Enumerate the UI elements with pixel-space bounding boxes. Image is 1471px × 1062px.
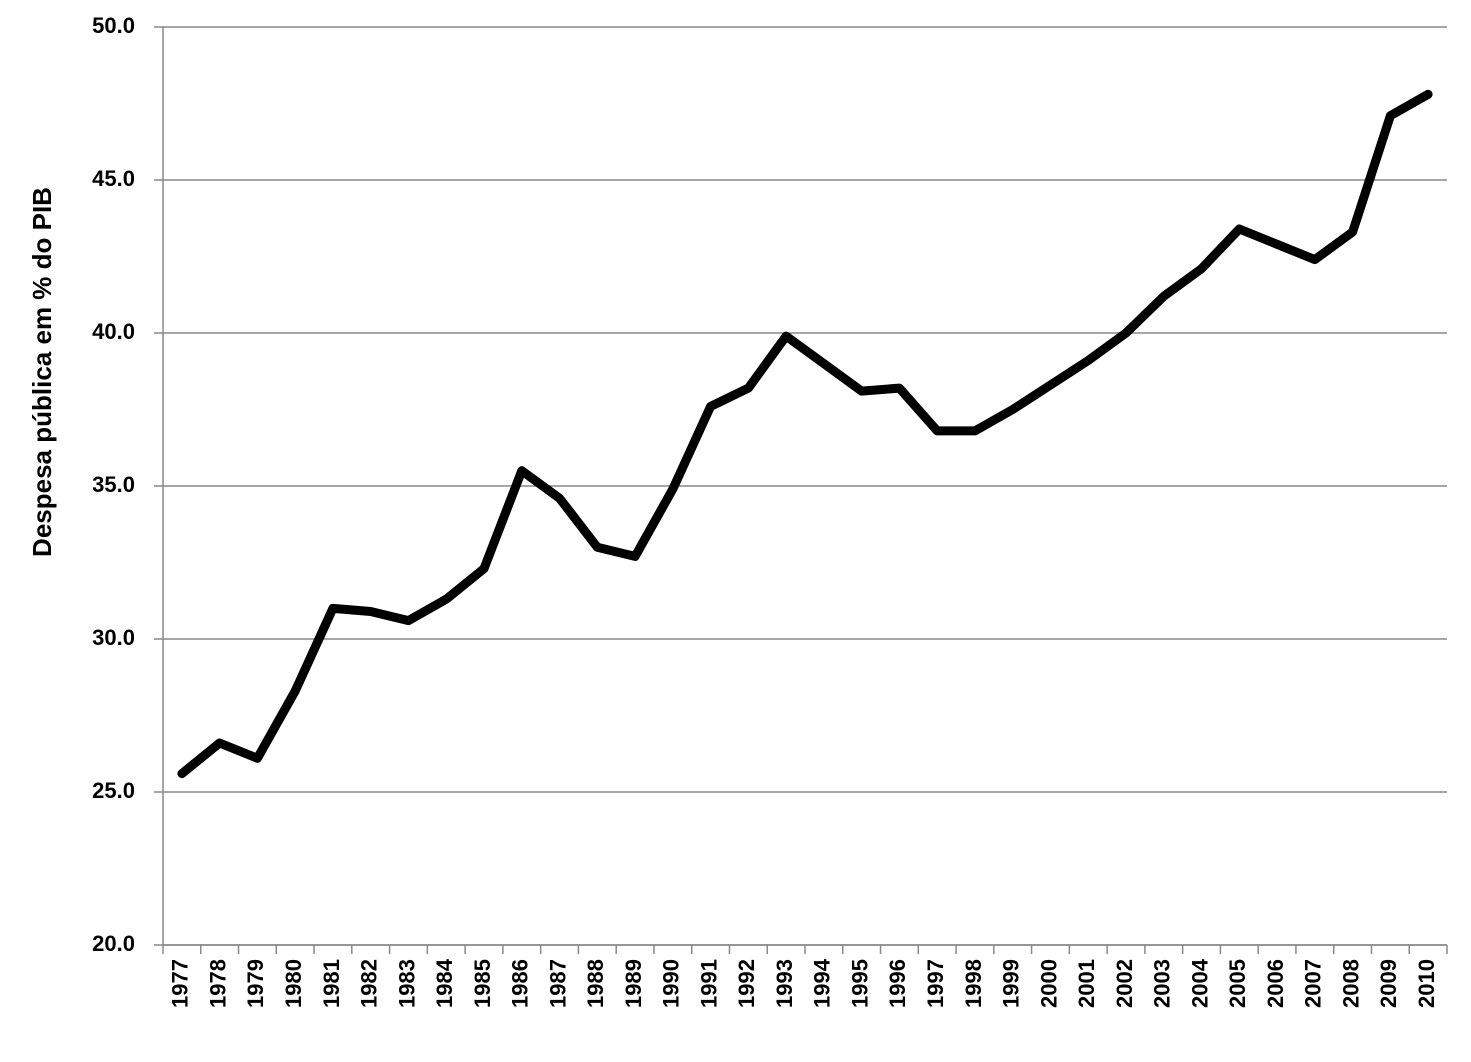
x-tick-label: 1984 xyxy=(432,958,457,1008)
x-tick-label: 1988 xyxy=(583,959,608,1008)
x-tick-label: 2007 xyxy=(1301,959,1326,1008)
x-tick-label: 1998 xyxy=(961,959,986,1008)
x-tick-label: 2009 xyxy=(1376,959,1401,1008)
y-tick-label: 45.0 xyxy=(92,166,135,191)
x-tick-label: 1993 xyxy=(772,959,797,1008)
x-tick-label: 1992 xyxy=(734,959,759,1008)
x-tick-label: 1987 xyxy=(545,959,570,1008)
x-tick-label: 1991 xyxy=(696,959,721,1008)
x-tick-label: 1977 xyxy=(168,959,193,1008)
x-tick-label: 1986 xyxy=(508,959,533,1008)
x-tick-label: 1983 xyxy=(394,959,419,1008)
x-tick-label: 1989 xyxy=(621,959,646,1008)
x-tick-label: 1996 xyxy=(885,959,910,1008)
x-tick-label: 1979 xyxy=(243,959,268,1008)
x-tick-label: 2001 xyxy=(1074,959,1099,1008)
data-line xyxy=(177,89,1433,779)
x-tick-label: 1985 xyxy=(470,959,495,1008)
x-tick-label: 1981 xyxy=(319,959,344,1008)
x-tick-label: 1997 xyxy=(923,959,948,1008)
x-tick-label: 1994 xyxy=(810,958,835,1008)
y-tick-label: 40.0 xyxy=(92,319,135,344)
x-tick-label: 2004 xyxy=(1187,958,1212,1008)
x-tick-label: 1995 xyxy=(847,959,872,1008)
x-tick-label: 1999 xyxy=(999,959,1024,1008)
x-tick-label: 2006 xyxy=(1263,959,1288,1008)
y-tick-label: 30.0 xyxy=(92,625,135,650)
x-tick-label: 2008 xyxy=(1338,959,1363,1008)
x-tick-label: 1978 xyxy=(205,959,230,1008)
y-tick-label: 50.0 xyxy=(92,13,135,38)
y-tick-label: 20.0 xyxy=(92,931,135,956)
y-tick-label: 25.0 xyxy=(92,778,135,803)
x-tick-label: 2005 xyxy=(1225,959,1250,1008)
x-tick-label: 2000 xyxy=(1036,959,1061,1008)
x-tick-label: 2003 xyxy=(1150,959,1175,1008)
y-axis-title: Despesa pública em % do PIB xyxy=(27,187,57,557)
x-tick-label: 1980 xyxy=(281,959,306,1008)
x-tick-label: 2010 xyxy=(1414,959,1439,1008)
x-tick-label: 1982 xyxy=(357,959,382,1008)
x-tick-label: 1990 xyxy=(659,959,684,1008)
x-tick-label: 2002 xyxy=(1112,959,1137,1008)
y-tick-label: 35.0 xyxy=(92,472,135,497)
